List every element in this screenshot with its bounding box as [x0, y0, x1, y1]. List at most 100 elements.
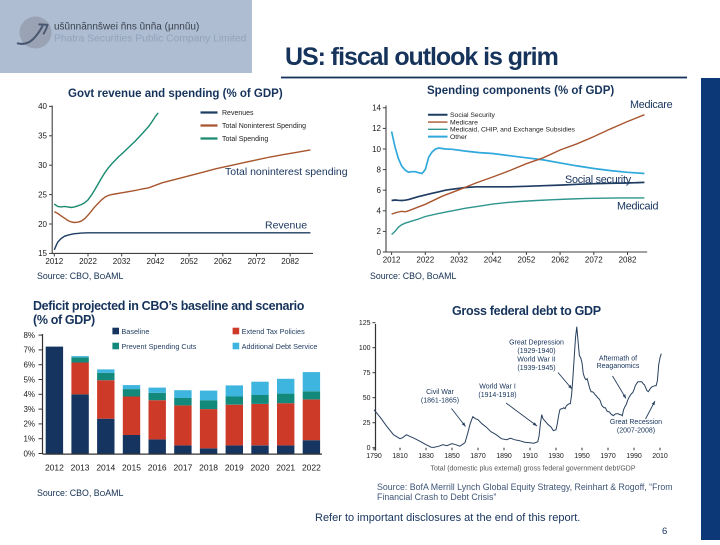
svg-text:2018: 2018 [199, 463, 218, 473]
svg-text:Great Recession: Great Recession [610, 419, 662, 426]
svg-text:ušũnnãnnšwei ñns ũnña (µnnũu): ušũnnãnnšwei ñns ũnña (µnnũu) [54, 22, 199, 33]
svg-text:8%: 8% [23, 331, 35, 340]
svg-text:Aftermath of: Aftermath of [599, 356, 637, 363]
svg-text:2022: 2022 [79, 257, 97, 266]
svg-text:Total Spending: Total Spending [222, 136, 268, 143]
svg-text:Reaganomics: Reaganomics [597, 363, 640, 370]
svg-text:Total Noninterest Spending: Total Noninterest Spending [222, 123, 306, 130]
svg-text:1910: 1910 [522, 453, 538, 460]
svg-text:2032: 2032 [450, 256, 468, 265]
svg-text:7%: 7% [23, 346, 35, 355]
svg-text:14: 14 [372, 104, 381, 113]
svg-text:2021: 2021 [276, 463, 295, 473]
svg-text:2016: 2016 [148, 463, 167, 473]
svg-text:3%: 3% [23, 405, 35, 414]
svg-text:World War I: World War I [479, 384, 516, 391]
svg-text:Source: CBO, BOAML: Source: CBO, BOAML [37, 488, 123, 498]
svg-text:1990: 1990 [626, 453, 642, 460]
svg-text:2072: 2072 [248, 257, 266, 266]
svg-text:Total noninterest spending: Total noninterest spending [225, 166, 348, 178]
svg-text:6: 6 [377, 186, 382, 195]
svg-text:2082: 2082 [281, 257, 299, 266]
svg-text:2072: 2072 [585, 256, 603, 265]
svg-text:Source: CBO, BOAML: Source: CBO, BOAML [37, 271, 123, 281]
svg-text:0%: 0% [23, 449, 35, 458]
svg-text:2032: 2032 [113, 257, 131, 266]
svg-text:40: 40 [38, 102, 47, 111]
svg-text:Deficit projected in CBO’s bas: Deficit projected in CBO’s baseline and … [33, 299, 305, 313]
svg-text:US: fiscal outlook is grim: US: fiscal outlook is grim [285, 43, 558, 71]
svg-text:10: 10 [372, 145, 381, 154]
svg-text:Gross federal debt to GDP: Gross federal debt to GDP [452, 304, 601, 318]
svg-text:8: 8 [377, 165, 382, 174]
svg-text:1950: 1950 [574, 453, 590, 460]
svg-text:15: 15 [38, 249, 47, 258]
svg-text:2017: 2017 [173, 463, 192, 473]
svg-text:2062: 2062 [214, 257, 232, 266]
svg-text:(1914-1918): (1914-1918) [478, 392, 516, 399]
svg-text:25: 25 [38, 190, 47, 199]
svg-text:100: 100 [359, 345, 371, 352]
svg-text:1850: 1850 [444, 453, 460, 460]
svg-text:Medicare: Medicare [630, 99, 673, 111]
svg-text:25: 25 [363, 420, 371, 427]
svg-text:1970: 1970 [600, 453, 616, 460]
svg-text:0: 0 [377, 248, 382, 257]
svg-text:World War II: World War II [517, 357, 556, 364]
svg-text:Source: CBO, BOAML: Source: CBO, BOAML [370, 271, 456, 281]
svg-text:Govt revenue and spending (% o: Govt revenue and spending (% of GDP) [68, 88, 283, 100]
svg-text:2019: 2019 [225, 463, 244, 473]
svg-text:1830: 1830 [418, 453, 434, 460]
svg-text:(1929-1940): (1929-1940) [517, 348, 555, 355]
svg-text:2015: 2015 [122, 463, 141, 473]
svg-text:1%: 1% [23, 435, 35, 444]
svg-text:6: 6 [662, 526, 667, 537]
svg-text:2012: 2012 [45, 257, 63, 266]
svg-text:(1861-1865): (1861-1865) [421, 398, 459, 405]
svg-text:(% of GDP): (% of GDP) [33, 313, 95, 327]
svg-text:2082: 2082 [619, 256, 637, 265]
svg-text:4%: 4% [23, 390, 35, 399]
svg-text:2013: 2013 [71, 463, 90, 473]
svg-text:Financial Crash to Debt Crisis: Financial Crash to Debt Crisis” [377, 492, 496, 502]
svg-text:Medicaid, CHIP, and Exchange S: Medicaid, CHIP, and Exchange Subsidies [450, 127, 576, 134]
svg-text:0: 0 [367, 445, 371, 452]
svg-text:Medicaid: Medicaid [617, 201, 658, 213]
svg-text:Social security: Social security [565, 174, 632, 186]
svg-text:2052: 2052 [518, 256, 536, 265]
svg-text:2042: 2042 [484, 256, 502, 265]
svg-text:12: 12 [372, 124, 381, 133]
svg-text:5%: 5% [23, 375, 35, 384]
svg-text:2022: 2022 [416, 256, 434, 265]
svg-text:Revenues: Revenues [222, 110, 254, 117]
svg-text:2012: 2012 [45, 463, 64, 473]
svg-text:30: 30 [38, 161, 47, 170]
svg-text:Source: BofA Merrill Lynch Glo: Source: BofA Merrill Lynch Global Equity… [377, 482, 673, 492]
svg-text:2014: 2014 [96, 463, 115, 473]
svg-text:Extend Tax Policies: Extend Tax Policies [242, 327, 305, 336]
svg-text:2022: 2022 [302, 463, 321, 473]
svg-text:4: 4 [377, 207, 382, 216]
svg-text:75: 75 [363, 370, 371, 377]
svg-text:2062: 2062 [551, 256, 569, 265]
svg-text:6%: 6% [23, 361, 35, 370]
svg-text:35: 35 [38, 132, 47, 141]
svg-text:Other: Other [450, 134, 468, 141]
svg-text:2%: 2% [23, 420, 35, 429]
svg-text:1870: 1870 [470, 453, 486, 460]
svg-text:2052: 2052 [180, 257, 198, 266]
svg-text:(2007-2008): (2007-2008) [617, 428, 655, 435]
svg-text:1810: 1810 [392, 453, 408, 460]
svg-text:Spending components (% of GDP): Spending components (% of GDP) [427, 85, 614, 97]
svg-text:125: 125 [359, 320, 371, 327]
svg-text:Additional Debt Service: Additional Debt Service [242, 342, 318, 351]
svg-text:1890: 1890 [496, 453, 512, 460]
svg-text:1790: 1790 [366, 453, 382, 460]
svg-text:Social Security: Social Security [450, 112, 496, 119]
svg-text:Total (domestic plus external): Total (domestic plus external) gross fed… [430, 466, 635, 473]
svg-text:1930: 1930 [548, 453, 564, 460]
svg-text:2: 2 [377, 227, 382, 236]
svg-text:2020: 2020 [251, 463, 270, 473]
svg-text:50: 50 [363, 395, 371, 402]
svg-text:Baseline: Baseline [121, 327, 149, 336]
